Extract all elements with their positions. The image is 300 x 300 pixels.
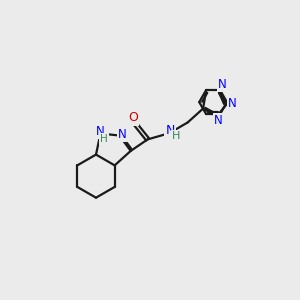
Text: H: H	[100, 134, 108, 144]
Text: N: N	[118, 128, 127, 140]
Text: N: N	[165, 124, 175, 136]
Text: N: N	[96, 125, 105, 138]
Text: N: N	[228, 98, 237, 110]
Text: N: N	[214, 114, 223, 128]
Text: H: H	[172, 131, 180, 141]
Text: N: N	[218, 78, 227, 91]
Text: O: O	[128, 111, 138, 124]
